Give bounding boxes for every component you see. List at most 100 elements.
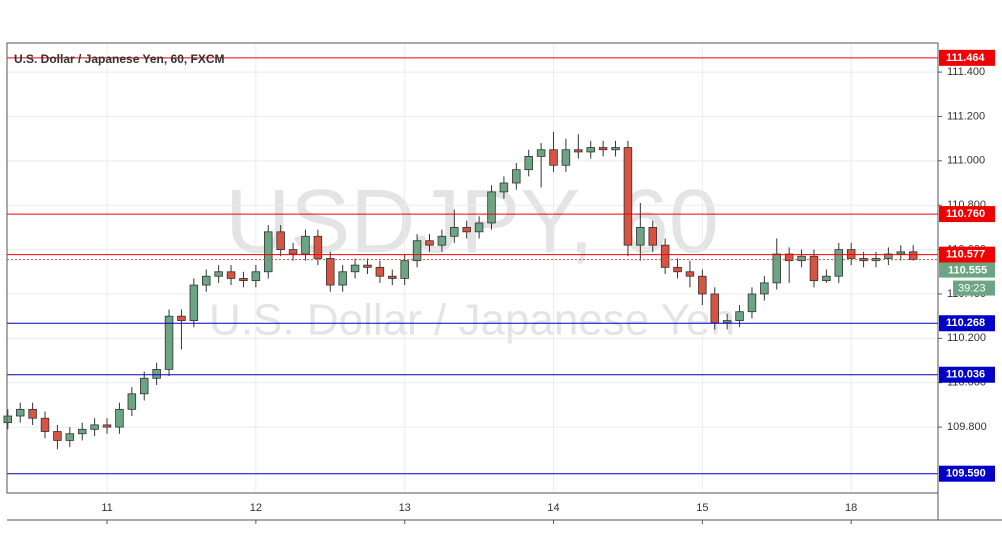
candle-body [636,226,645,246]
candle-body [313,235,323,259]
candle-body [350,264,360,273]
candle-body [747,293,757,313]
candle-body [685,271,695,277]
candle-body [896,251,906,255]
candle-body [797,255,806,262]
y-tick-label: 111.200 [947,110,985,122]
candle-body [127,393,137,410]
candle-body [388,275,397,279]
level-label-box [939,246,995,263]
watermark-name: U.S. Dollar / Japanese Yen [209,296,735,345]
candle-body [338,271,347,286]
candle-body [772,253,782,284]
level-label: 111.464 [946,52,985,64]
level-label-box [939,465,995,482]
level-label-box [939,206,995,223]
candle-body [164,315,174,370]
y-tick-label: 111.000 [947,155,985,167]
candle-body [239,278,248,282]
candle-body [698,275,707,295]
candle-body [15,408,25,417]
candle-body [673,266,682,273]
countdown-label: 39:23 [958,282,986,294]
candle-body [574,149,583,153]
candle-body [499,182,509,193]
level-label: 110.268 [946,317,985,329]
x-tick-label: 13 [399,502,411,514]
candle-body [487,191,496,224]
candle-body [437,235,447,246]
plot [3,57,938,475]
y-tick-label: 110.200 [947,332,986,344]
candle-body [474,222,484,233]
watermark-symbol: USDJPY, 60 [225,172,719,272]
candle-body [450,226,459,237]
x-tick-label: 18 [845,502,857,514]
x-tick-label: 12 [250,502,262,514]
candle-body [363,264,372,268]
candle-body [884,253,893,259]
x-tick-label: 14 [547,502,559,514]
level-label: 110.036 [946,369,985,381]
candle-body [139,377,149,395]
candle-body [77,428,87,435]
level-label: 109.590 [946,468,986,480]
level-label-box [939,49,995,66]
candle-body [251,271,261,282]
candle-body [611,147,620,151]
candle-body [28,408,37,419]
candle-body [623,147,633,246]
candle-body [276,231,285,250]
candle-body [735,311,744,321]
x-tick-label: 11 [101,502,112,514]
candle-body [648,226,657,246]
candle-body [375,266,385,277]
axis: 109.800110.000110.200110.400110.600110.8… [101,49,995,524]
candle-body [524,155,533,171]
candle-body [425,240,434,246]
candle-body [115,408,124,428]
candle-body [834,249,844,277]
level-label: 110.577 [946,249,985,261]
candle-body [512,169,521,184]
level-label: 110.760 [946,208,985,220]
candle-body [326,258,335,286]
candle-body [90,424,99,430]
candle-body [189,284,199,321]
candle-body [288,249,298,255]
candle-body [53,431,62,441]
candle-body [226,271,236,279]
x-tick-label: 15 [696,502,708,514]
last-price-box [939,262,995,278]
candle-body [202,275,211,286]
candle-body [561,149,571,166]
candle-body [3,415,13,424]
candle-body [40,417,50,432]
candle-body [660,244,670,268]
candle-body [760,282,769,295]
candle-body [710,293,719,324]
candle-body [177,315,186,321]
candle-body [214,271,223,277]
candle-body [301,235,310,255]
candle-body [412,240,422,262]
candle-body [536,149,546,157]
candle-body [102,424,112,428]
candle-body [264,231,273,273]
level-label-box [939,366,995,383]
last-price-label: 110.555 [948,264,987,276]
candle-body [586,147,595,153]
candle-body [784,253,794,262]
countdown-box [953,280,995,296]
candle-body [846,249,856,259]
candle-body [598,147,608,151]
candle-body [462,226,471,233]
level-label-box [939,315,995,332]
candle-body [809,255,819,282]
y-tick-label: 109.800 [947,421,987,433]
candle-body [822,275,831,282]
candle-body [152,369,161,379]
chart-title: U.S. Dollar / Japanese Yen, 60, FXCM [14,52,225,66]
